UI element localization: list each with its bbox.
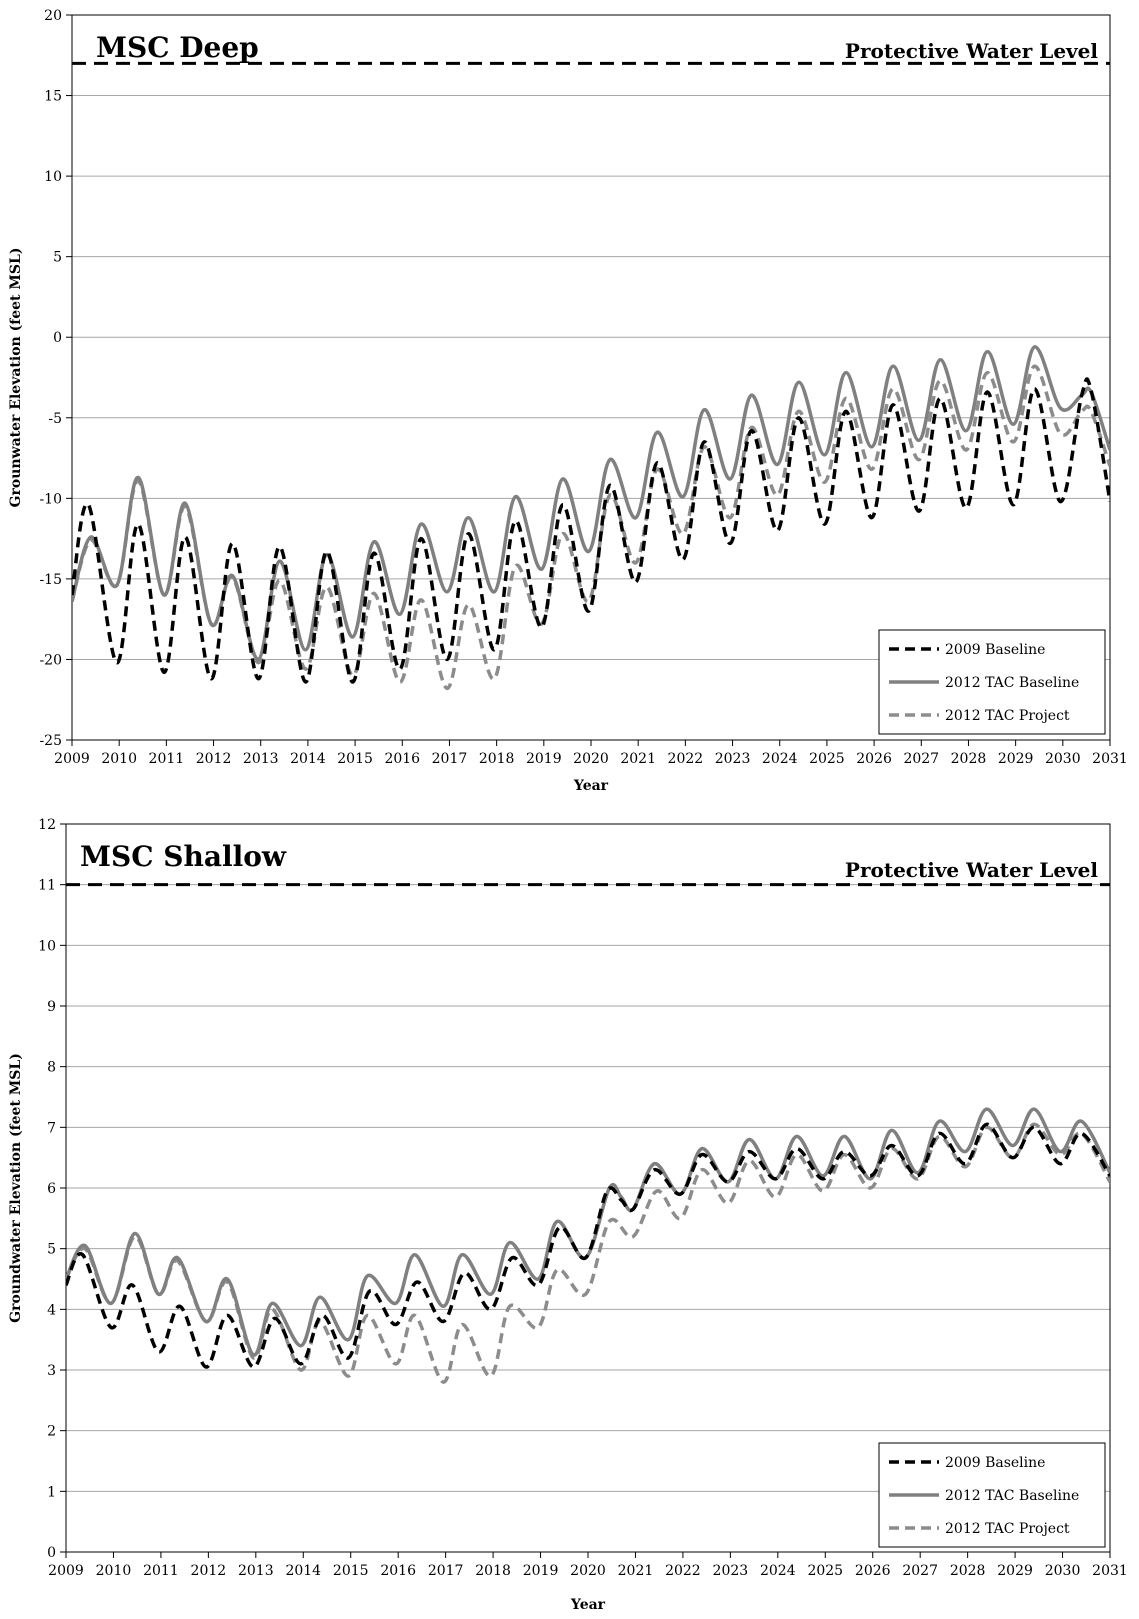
x-tick-label: 2018	[479, 751, 515, 767]
x-tick-label: 2017	[432, 751, 468, 767]
y-tick-label: 10	[38, 938, 56, 954]
x-tick-label: 2021	[618, 1563, 654, 1579]
y-axis-title: Groundwater Elevation (feet MSL)	[8, 1053, 24, 1323]
x-tick-label: 2027	[903, 751, 939, 767]
x-tick-label: 2016	[384, 751, 420, 767]
x-tick-label: 2029	[998, 751, 1034, 767]
x-tick-label: 2022	[665, 1563, 701, 1579]
x-tick-label: 2011	[143, 1563, 179, 1579]
x-tick-label: 2028	[951, 751, 987, 767]
y-tick-label: 3	[47, 1363, 56, 1379]
legend-label: 2012 TAC Baseline	[945, 1488, 1079, 1504]
plot-area-border	[71, 14, 1111, 741]
x-tick-label: 2015	[333, 1563, 369, 1579]
y-tick-label: 1	[47, 1484, 56, 1500]
y-tick-label: -20	[39, 652, 62, 668]
x-tick-label: 2009	[48, 1563, 84, 1579]
y-tick-label: 10	[44, 169, 62, 185]
x-tick-label: 2017	[428, 1563, 464, 1579]
series-line-2012-tac-project	[72, 364, 1110, 691]
x-tick-label: 2016	[380, 1563, 416, 1579]
x-tick-label: 2012	[191, 1563, 227, 1579]
y-axis-title: Grounwater Elevation (feet MSL)	[8, 248, 24, 508]
y-tick-label: -15	[39, 572, 62, 588]
chart-title: MSC Shallow	[80, 840, 287, 873]
x-tick-label: 2024	[762, 751, 798, 767]
x-tick-label: 2030	[1045, 1563, 1081, 1579]
series-line-2012-tac-baseline	[66, 1107, 1110, 1357]
legend-label: 2009 Baseline	[945, 642, 1045, 658]
plot-area-border	[65, 823, 1111, 1553]
series-line-2009-baseline	[66, 1122, 1110, 1369]
x-tick-label: 2020	[573, 751, 609, 767]
x-tick-label: 2013	[238, 1563, 274, 1579]
chart-title: MSC Deep	[96, 31, 259, 64]
x-tick-label: 2028	[950, 1563, 986, 1579]
x-tick-label: 2031	[1092, 1563, 1128, 1579]
y-tick-label: 11	[38, 878, 56, 894]
y-tick-label: 0	[53, 330, 62, 346]
legend-label: 2012 TAC Project	[945, 708, 1070, 724]
series-line-2009-baseline	[72, 377, 1110, 684]
x-tick-label: 2026	[855, 1563, 891, 1579]
x-tick-label: 2014	[290, 751, 326, 767]
x-tick-label: 2029	[997, 1563, 1033, 1579]
protective-water-level-label: Protective Water Level	[845, 39, 1098, 63]
x-axis-title: Year	[570, 1597, 606, 1613]
x-axis-title: Year	[573, 778, 609, 794]
y-tick-label: 7	[47, 1120, 56, 1136]
x-tick-label: 2031	[1092, 751, 1128, 767]
protective-water-level-label: Protective Water Level	[845, 858, 1098, 882]
y-tick-label: 2	[47, 1424, 56, 1440]
x-tick-label: 2012	[196, 751, 232, 767]
legend-label: 2012 TAC Baseline	[945, 675, 1079, 691]
x-tick-label: 2013	[243, 751, 279, 767]
y-tick-label: 20	[44, 8, 62, 24]
legend-label: 2009 Baseline	[945, 1455, 1045, 1471]
y-tick-label: 6	[47, 1181, 56, 1197]
y-tick-label: -5	[48, 411, 62, 427]
x-tick-label: 2019	[523, 1563, 559, 1579]
x-tick-label: 2026	[856, 751, 892, 767]
x-tick-label: 2019	[526, 751, 562, 767]
y-tick-label: 15	[44, 89, 62, 105]
y-tick-label: 12	[38, 817, 56, 833]
y-tick-label: -10	[39, 491, 62, 507]
x-tick-label: 2030	[1045, 751, 1081, 767]
legend-label: 2012 TAC Project	[945, 1521, 1070, 1537]
x-tick-label: 2014	[285, 1563, 321, 1579]
x-tick-label: 2021	[620, 751, 656, 767]
y-tick-label: -25	[39, 733, 62, 749]
y-tick-label: 9	[47, 999, 56, 1015]
x-tick-label: 2009	[54, 751, 90, 767]
x-tick-label: 2015	[337, 751, 373, 767]
x-tick-label: 2027	[902, 1563, 938, 1579]
x-tick-label: 2010	[101, 751, 137, 767]
y-tick-label: 0	[47, 1545, 56, 1561]
y-tick-label: 5	[53, 250, 62, 266]
y-tick-label: 8	[47, 1060, 56, 1076]
x-tick-label: 2025	[809, 751, 845, 767]
y-tick-label: 4	[47, 1302, 56, 1318]
x-tick-label: 2025	[807, 1563, 843, 1579]
x-tick-label: 2020	[570, 1563, 606, 1579]
x-tick-label: 2010	[96, 1563, 132, 1579]
x-tick-label: 2023	[715, 751, 751, 767]
y-tick-label: 5	[47, 1242, 56, 1258]
x-tick-label: 2024	[760, 1563, 796, 1579]
chart-msc-deep: -25 -20 -15 -10 -5 0 5 10 15 20 2009 2010 2011 2012 20…	[8, 8, 1128, 794]
x-tick-label: 2018	[475, 1563, 511, 1579]
x-tick-label: 2011	[149, 751, 185, 767]
x-tick-label: 2023	[713, 1563, 749, 1579]
series-line-2012-tac-baseline	[72, 345, 1110, 662]
x-tick-label: 2022	[668, 751, 704, 767]
